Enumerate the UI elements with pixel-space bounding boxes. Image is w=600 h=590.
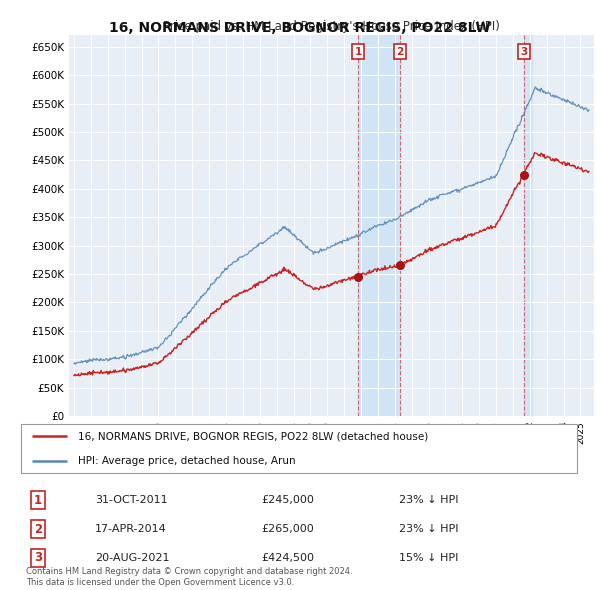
Text: 31-OCT-2011: 31-OCT-2011 [95,495,168,505]
FancyBboxPatch shape [21,424,577,473]
Text: Contains HM Land Registry data © Crown copyright and database right 2024.
This d: Contains HM Land Registry data © Crown c… [26,567,353,586]
Text: 2: 2 [34,523,42,536]
Text: 23% ↓ HPI: 23% ↓ HPI [399,524,458,534]
Bar [358,35,400,416]
Text: 3: 3 [520,47,527,57]
Text: 23% ↓ HPI: 23% ↓ HPI [399,495,458,505]
Text: £424,500: £424,500 [262,553,314,563]
Text: 3: 3 [34,551,42,564]
Text: 16, NORMANS DRIVE, BOGNOR REGIS, PO22 8LW (detached house): 16, NORMANS DRIVE, BOGNOR REGIS, PO22 8L… [78,431,428,441]
Text: 20-AUG-2021: 20-AUG-2021 [95,553,170,563]
Text: £265,000: £265,000 [262,524,314,534]
Text: 2: 2 [396,47,403,57]
Title: Price paid vs. HM Land Registry's House Price Index (HPI): Price paid vs. HM Land Registry's House … [163,20,500,33]
Text: HPI: Average price, detached house, Arun: HPI: Average price, detached house, Arun [78,455,296,466]
Text: 17-APR-2014: 17-APR-2014 [95,524,167,534]
Text: 1: 1 [355,47,362,57]
Bar [524,35,532,416]
Text: 16, NORMANS DRIVE, BOGNOR REGIS, PO22 8LW: 16, NORMANS DRIVE, BOGNOR REGIS, PO22 8L… [109,21,491,35]
Text: 15% ↓ HPI: 15% ↓ HPI [399,553,458,563]
Text: £245,000: £245,000 [262,495,314,505]
Text: 1: 1 [34,494,42,507]
